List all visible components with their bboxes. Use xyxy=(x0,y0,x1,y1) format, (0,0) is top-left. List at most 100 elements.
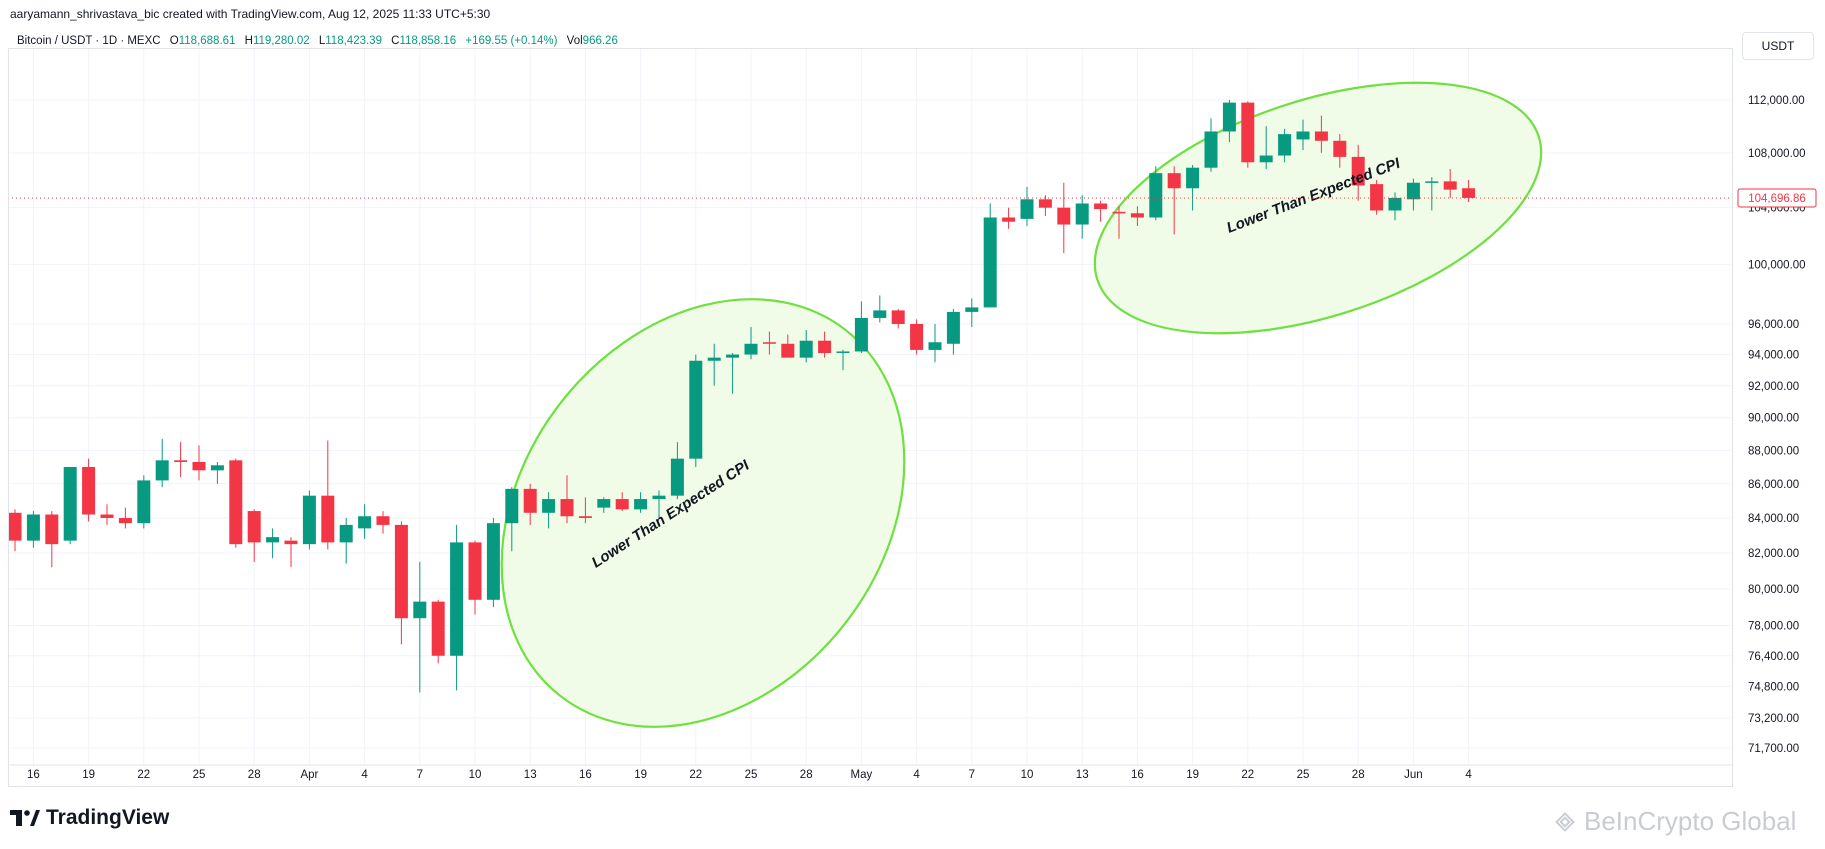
candle-body xyxy=(928,342,942,350)
candle-body xyxy=(247,511,261,543)
candle-body xyxy=(873,310,887,318)
x-tick-label: 25 xyxy=(745,769,758,781)
y-tick-label: 112,000.00 xyxy=(1748,95,1805,107)
x-tick-label: 4 xyxy=(1465,769,1472,781)
symbol-legend: Bitcoin / USDT · 1D · MEXC O118,688.61 H… xyxy=(17,35,618,47)
y-tick-label: 100,000.00 xyxy=(1748,260,1806,272)
y-tick-label: 80,000.00 xyxy=(1748,584,1799,596)
candle-body xyxy=(8,512,22,541)
annotation-ellipse xyxy=(1093,81,1543,335)
x-tick-label: 19 xyxy=(82,769,95,781)
candle-body xyxy=(1149,173,1163,218)
x-tick-label: 28 xyxy=(800,769,813,781)
candle-body xyxy=(339,524,353,543)
x-tick-label: Jun xyxy=(1404,769,1423,781)
price-axis[interactable]: 112,000.00108,000.00104,000.00100,000.00… xyxy=(8,95,1817,755)
x-tick-label: 7 xyxy=(417,769,423,781)
candle-body xyxy=(1020,199,1034,219)
candle-body xyxy=(1278,134,1292,156)
candle-body xyxy=(284,540,298,545)
y-tick-label: 90,000.00 xyxy=(1748,413,1799,425)
candle-body xyxy=(192,461,206,471)
candle-body xyxy=(689,360,703,459)
y-tick-label: 74,800.00 xyxy=(1748,682,1799,694)
candle-body xyxy=(578,516,592,518)
candle-body xyxy=(394,524,408,619)
candle-body xyxy=(1241,102,1255,163)
candle-body xyxy=(413,601,427,619)
chart-credit: aaryamann_shrivastava_bic created with T… xyxy=(10,7,491,21)
x-tick-label: 13 xyxy=(1076,769,1089,781)
candle-body xyxy=(100,514,114,518)
x-tick-label: 19 xyxy=(634,769,647,781)
candle-body xyxy=(486,523,500,600)
x-tick-label: 13 xyxy=(524,769,537,781)
candle-body xyxy=(210,465,224,471)
x-tick-label: 4 xyxy=(361,769,368,781)
time-axis[interactable]: 16 19 22 25 28 Apr 4 7 10 13 16 19 22 25 28 May 4 7 10 13 16… xyxy=(8,764,1733,781)
symbol-title[interactable]: Bitcoin / USDT · 1D · MEXC xyxy=(17,35,161,47)
x-tick-label: 19 xyxy=(1186,769,1199,781)
candle-body xyxy=(726,354,740,358)
y-tick-label: 92,000.00 xyxy=(1748,381,1799,393)
candle-body xyxy=(965,307,979,312)
candle-body xyxy=(799,340,813,358)
candle-body xyxy=(358,516,372,529)
candle-body xyxy=(854,317,868,352)
candle-body xyxy=(1112,211,1126,214)
candle-body xyxy=(946,311,960,344)
candle-body xyxy=(505,488,519,524)
candle-body xyxy=(1406,182,1420,200)
candle-body xyxy=(542,499,556,513)
y-tick-label: 108,000.00 xyxy=(1748,148,1806,160)
x-tick-label: May xyxy=(851,769,873,781)
open-value: 118,688.61 xyxy=(178,35,236,47)
currency-unit-button[interactable]: USDT xyxy=(1742,32,1814,60)
tradingview-brand[interactable]: TradingView xyxy=(10,806,169,830)
candle-body xyxy=(1351,156,1365,186)
close-label: C xyxy=(391,35,400,47)
candle-body xyxy=(26,514,40,541)
candle-body xyxy=(174,460,188,462)
watermark: BeInCrypto Global xyxy=(1552,806,1796,837)
watermark-text: BeInCrypto Global xyxy=(1584,806,1797,836)
high-label: H xyxy=(244,35,253,47)
y-tick-label: 84,000.00 xyxy=(1748,513,1799,525)
x-tick-label: 22 xyxy=(137,769,150,781)
x-tick-label: 25 xyxy=(1297,769,1310,781)
candle-body xyxy=(1462,188,1476,198)
x-tick-label: 22 xyxy=(689,769,702,781)
candle-body xyxy=(523,488,537,513)
candle-body xyxy=(707,357,721,361)
x-tick-label: 16 xyxy=(1131,769,1144,781)
candle-body xyxy=(1038,199,1052,208)
candle-body xyxy=(1186,167,1200,189)
tradingview-logo-icon xyxy=(10,810,40,826)
candle-body xyxy=(321,495,335,543)
candle-body xyxy=(45,514,59,545)
y-tick-label: 76,400.00 xyxy=(1748,651,1799,663)
candle-body xyxy=(376,516,390,525)
volume-label: Vol xyxy=(566,35,583,47)
candle-body xyxy=(1370,184,1384,211)
candle-body xyxy=(118,517,132,524)
candle-body xyxy=(1296,131,1310,140)
candle-body xyxy=(137,480,151,524)
y-tick-label: 88,000.00 xyxy=(1748,445,1799,457)
last-price-tag[interactable] xyxy=(1737,188,1817,208)
candle-body xyxy=(1259,155,1273,163)
candle-body xyxy=(1057,207,1071,225)
candle-body xyxy=(229,460,243,545)
candle-body xyxy=(670,458,684,496)
last-price-label: 104,696.86 xyxy=(1748,193,1806,205)
high-value: 119,280.02 xyxy=(252,35,310,47)
candle-body xyxy=(1388,197,1402,211)
y-tick-label: 86,000.00 xyxy=(1748,479,1799,491)
candle-body xyxy=(82,466,96,515)
x-tick-label: 28 xyxy=(1352,769,1365,781)
candle-body xyxy=(836,351,850,353)
candle-body xyxy=(781,343,795,358)
y-tick-label: 96,000.00 xyxy=(1748,319,1799,331)
candle-body xyxy=(1094,203,1108,210)
